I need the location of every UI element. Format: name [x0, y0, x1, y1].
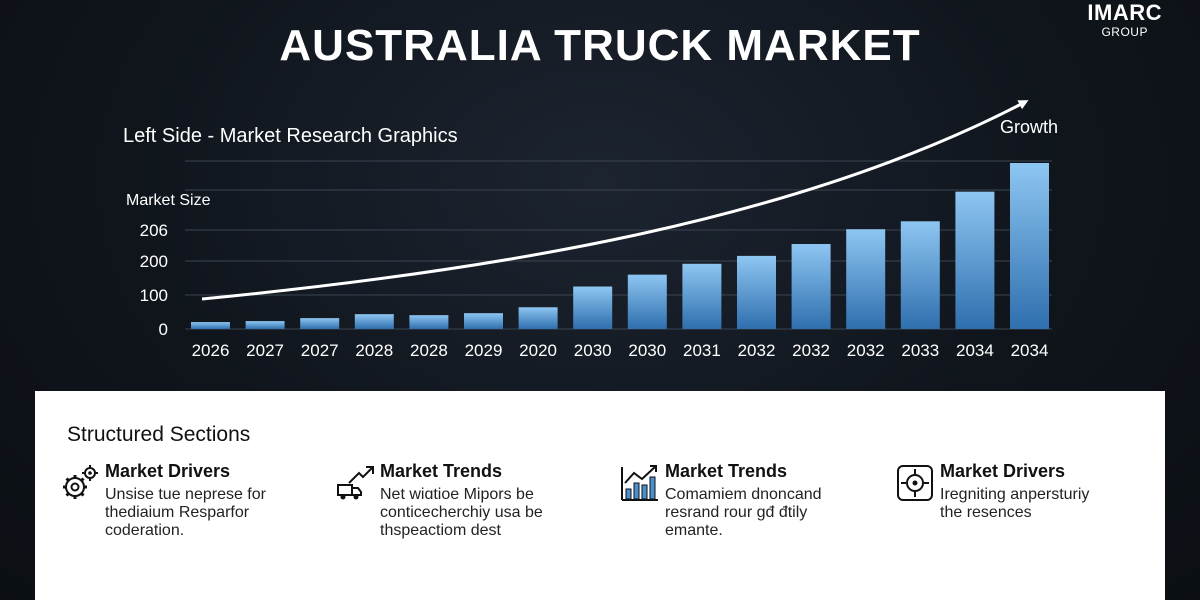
x-tick-label: 2032: [738, 341, 776, 360]
bar-chart-icon: [621, 465, 658, 501]
x-tick-label: 2032: [792, 341, 830, 360]
bar: [627, 274, 667, 329]
bar: [409, 315, 449, 329]
bar: [900, 221, 940, 329]
truck-arrow-icon: [337, 466, 374, 500]
bar: [573, 286, 613, 329]
bar: [682, 263, 722, 329]
x-tick-label: 2030: [628, 341, 666, 360]
x-tick-label: 2032: [847, 341, 885, 360]
x-tick-label: 2029: [465, 341, 503, 360]
section-title: Market Drivers: [105, 461, 231, 481]
section-text: Iregniting anpersturiy the resences: [940, 486, 1090, 521]
bar: [1010, 163, 1049, 329]
section-text: Unsise tue neprese for thediaium Resparf…: [105, 486, 266, 539]
x-tick-label: 2027: [301, 341, 339, 360]
y-axis-label: Market Size: [126, 192, 211, 209]
bar: [191, 322, 230, 329]
y-tick-label: 200: [140, 252, 168, 271]
x-tick-label: 2028: [355, 341, 393, 360]
y-tick-label: 100: [140, 286, 168, 305]
section-title: Market Trends: [380, 461, 503, 481]
growth-annotation: Growth: [1000, 117, 1058, 137]
x-tick-label: 2026: [192, 341, 230, 360]
x-tick-label: 2020: [519, 341, 557, 360]
section-text: Net wiɑtioe Mipors be conticecherchiy us…: [380, 486, 543, 539]
y-tick-label: 0: [159, 320, 168, 339]
x-tick-label: 2027: [246, 341, 284, 360]
bar: [354, 314, 394, 329]
panel-title: Structured Sections: [67, 423, 251, 446]
bar: [245, 321, 285, 329]
section-title: Market Trends: [665, 461, 788, 481]
target-icon: [897, 465, 933, 501]
x-tick-label: 2034: [1011, 341, 1049, 360]
bar-chart: Left Side - Market Research Graphics Mar…: [123, 100, 1058, 360]
section-text: Comamiem dnoncand resrand rour gđ đtily …: [665, 486, 822, 539]
logo-sub-text: GROUP: [1101, 25, 1148, 39]
bar: [791, 244, 831, 329]
x-tick-label: 2028: [410, 341, 448, 360]
x-tick-label: 2034: [956, 341, 994, 360]
x-tick-label: 2030: [574, 341, 612, 360]
bar: [300, 318, 340, 329]
bar: [518, 307, 558, 329]
bar: [955, 191, 995, 329]
bar: [464, 313, 503, 329]
page-title: AUSTRALIA TRUCK MARKET: [279, 21, 921, 70]
logo-main-text: IMARC: [1087, 0, 1162, 25]
gears-icon: [63, 465, 98, 499]
x-tick-label: 2033: [901, 341, 939, 360]
bar: [737, 255, 776, 329]
chart-subtitle: Left Side - Market Research Graphics: [123, 125, 458, 147]
x-tick-label: 2031: [683, 341, 721, 360]
imarc-logo: IMARC GROUP: [1087, 0, 1162, 38]
bar: [846, 229, 886, 329]
structured-sections-panel: Structured Sections Market Drivers Unsis…: [35, 391, 1165, 600]
section-title: Market Drivers: [940, 461, 1066, 481]
y-tick-label: 206: [140, 221, 168, 240]
growth-trend-arrow: [201, 100, 1029, 301]
